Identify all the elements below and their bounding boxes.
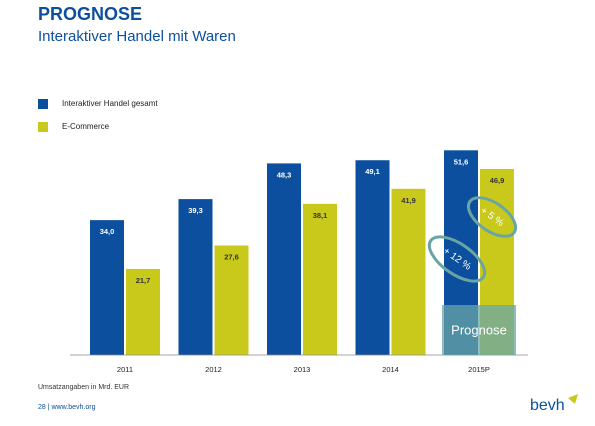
bar xyxy=(303,203,337,355)
logo-mark xyxy=(568,394,578,404)
x-tick-label: 2012 xyxy=(205,365,222,374)
legend-swatch xyxy=(38,99,48,109)
value-label: 48,3 xyxy=(277,170,292,179)
logo: bevh xyxy=(530,397,565,414)
legend-swatch xyxy=(38,122,48,132)
value-label: 27,6 xyxy=(224,253,239,262)
x-tick-label: 2011 xyxy=(117,365,133,374)
x-tick-label: 2015P xyxy=(468,365,490,374)
x-tick-label: 2013 xyxy=(294,365,311,374)
legend-label: E-Commerce xyxy=(62,122,110,131)
forecast-label: Prognose xyxy=(451,322,507,337)
x-tick-label: 2014 xyxy=(382,365,399,374)
bar xyxy=(178,199,213,355)
value-label: 46,9 xyxy=(490,176,505,185)
chart-subtitle: Interaktiver Handel mit Waren xyxy=(38,28,236,45)
bar xyxy=(391,188,426,355)
legend-label: Interaktiver Handel gesamt xyxy=(62,99,158,108)
bar xyxy=(214,245,249,355)
value-label: 38,1 xyxy=(313,211,328,220)
bar xyxy=(267,163,301,355)
bar xyxy=(90,220,124,355)
chart-title: PROGNOSE xyxy=(38,4,142,24)
value-label: 51,6 xyxy=(454,157,469,166)
growth-ring xyxy=(466,196,518,238)
value-label: 49,1 xyxy=(365,167,380,176)
bar xyxy=(126,268,160,355)
value-label: 21,7 xyxy=(136,276,151,285)
value-label: 39,3 xyxy=(188,206,203,215)
bar xyxy=(355,160,390,355)
footer: 28 | www.bevh.org xyxy=(38,404,96,411)
value-label: 34,0 xyxy=(100,227,115,236)
forecast-overlay xyxy=(442,305,516,355)
footnote: Umsatzangaben in Mrd. EUR xyxy=(38,384,129,391)
growth-ring xyxy=(427,235,487,283)
value-label: 41,9 xyxy=(401,196,416,205)
